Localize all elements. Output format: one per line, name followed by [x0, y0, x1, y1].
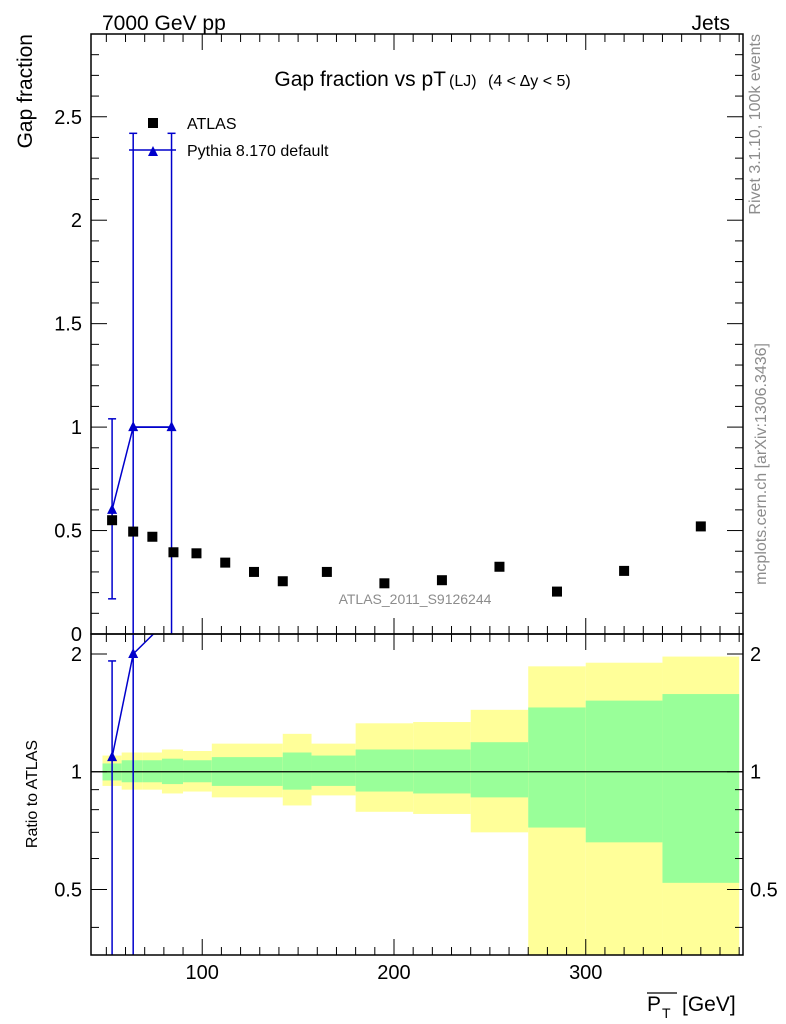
main-atlas-point	[695, 521, 706, 532]
main-y-tick-label: 1.5	[54, 314, 82, 336]
legend-atlas-label: ATLAS	[187, 116, 237, 133]
ratio-frame	[90, 633, 744, 956]
main-y-tick-label: 1	[71, 417, 82, 439]
main-atlas-point	[436, 575, 447, 586]
main-atlas-point	[168, 547, 179, 558]
ratio-y-tick-label-left: 1	[71, 762, 82, 784]
x-tick-label: 100	[186, 962, 219, 984]
main-y-tick-label: 2	[71, 210, 82, 232]
main-y-tick-labels: 0 0.5 1 1.5 2 2.5	[54, 107, 82, 646]
ratio-y-tick-label-right: 1	[750, 762, 761, 784]
main-title-cut: (4 < Δy < 5)	[488, 73, 571, 90]
ratio-axis-ticks	[91, 634, 743, 955]
main-data-series	[107, 515, 706, 597]
x-tick-label: 300	[569, 962, 602, 984]
x-axis-label-sub: T	[662, 1005, 671, 1021]
ratio-band-inner	[470, 742, 529, 798]
main-atlas-point	[321, 566, 332, 577]
ratio-y-tick-label-right: 0.5	[750, 879, 778, 901]
mcplots-label: mcplots.cern.ch [arXiv:1306.3436]	[753, 343, 770, 585]
main-atlas-point	[494, 561, 505, 572]
legend: ATLAS Pythia 8.170 default	[129, 116, 329, 160]
main-atlas-point	[277, 576, 288, 587]
legend-atlas-marker	[148, 118, 158, 128]
ratio-band-inner	[355, 749, 414, 792]
main-atlas-point	[128, 526, 139, 537]
ratio-band-inner	[282, 752, 312, 790]
x-tick-label: 200	[377, 962, 410, 984]
main-panel: 0 0.5 1 1.5 2 2.5 Gap fraction Gap fraction v…	[14, 33, 744, 646]
main-atlas-point	[191, 548, 202, 559]
header-left: 7000 GeV pp	[102, 12, 226, 35]
ratio-band-inner	[311, 755, 356, 786]
x-axis-label: P T [GeV]	[647, 992, 736, 1021]
legend-pythia-marker	[148, 146, 158, 156]
main-mc-point	[166, 421, 177, 432]
ratio-y-axis-label: Ratio to ATLAS	[24, 740, 41, 848]
ratio-band-inner	[528, 707, 586, 828]
main-atlas-point	[379, 578, 390, 589]
main-title-text: Gap fraction vs pT	[274, 68, 446, 91]
main-y-tick-label: 0	[71, 624, 82, 646]
rivet-label: Rivet 3.1.10, 100k events	[747, 34, 764, 215]
main-title: Gap fraction vs pT	[274, 68, 446, 91]
main-atlas-point	[147, 531, 158, 542]
ratio-y-tick-label-left: 0.5	[54, 879, 82, 901]
main-axis-ticks	[91, 34, 743, 635]
ratio-panel: 0.5 0.5 1 1 2 2 100 200 300 Ratio to ATLAS P T …	[24, 633, 778, 1021]
main-y-axis-label: Gap fraction	[14, 34, 37, 148]
ratio-y-tick-label-right: 2	[750, 644, 761, 666]
ratio-mc-series	[107, 633, 154, 955]
ratio-y-tick-label-left: 2	[71, 644, 82, 666]
main-mc-point	[128, 421, 139, 432]
main-y-tick-label: 0.5	[54, 521, 82, 543]
x-tick-labels: 100 200 300	[186, 962, 603, 984]
main-mc-series	[107, 132, 177, 634]
analysis-watermark: ATLAS_2011_S9126244	[339, 591, 492, 607]
header-right: Jets	[691, 12, 730, 35]
uncertainty-bands	[102, 656, 740, 955]
ratio-y-tick-labels: 0.5 0.5 1 1 2 2	[54, 644, 778, 901]
main-atlas-point	[551, 586, 562, 597]
main-atlas-point	[107, 515, 118, 526]
main-title-sub: (LJ)	[449, 73, 477, 90]
ratio-mc-point	[107, 751, 118, 762]
main-atlas-point	[619, 565, 630, 576]
main-y-tick-label: 2.5	[54, 107, 82, 129]
main-mc-line	[111, 426, 172, 511]
main-atlas-point	[220, 557, 231, 568]
main-atlas-point	[249, 566, 259, 577]
ratio-band-inner	[662, 694, 740, 883]
legend-pythia-label: Pythia 8.170 default	[187, 143, 329, 160]
main-mc-point	[107, 503, 118, 514]
x-axis-label-main: P	[647, 993, 661, 1016]
ratio-mc-point	[128, 648, 139, 659]
x-axis-label-unit: [GeV]	[682, 993, 736, 1016]
